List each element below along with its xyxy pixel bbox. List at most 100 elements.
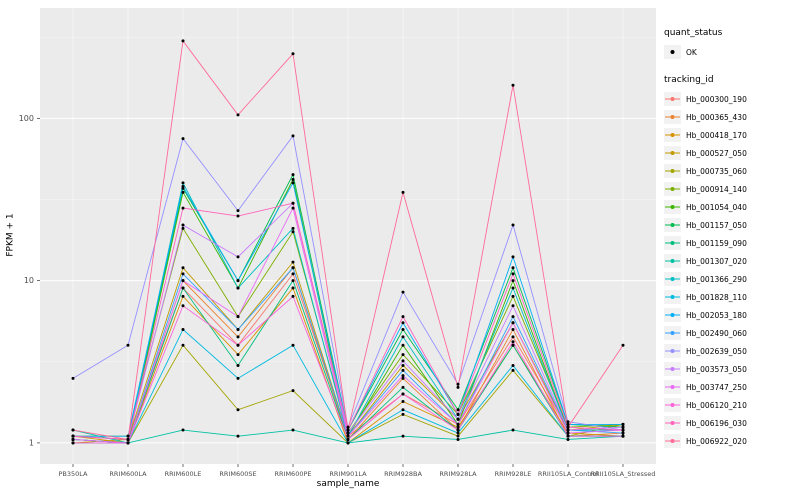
data-point (511, 223, 515, 227)
legend-item-label: Hb_000365_430 (686, 112, 747, 122)
data-point (236, 315, 240, 319)
legend-item: Hb_000300_190 (664, 90, 798, 108)
data-point (181, 181, 185, 185)
data-point (181, 327, 185, 331)
data-point (621, 422, 625, 426)
data-point (71, 376, 75, 380)
data-point (566, 425, 570, 429)
data-point (401, 321, 405, 325)
data-point (511, 368, 515, 372)
series-key-icon (664, 272, 681, 286)
series-key-icon (664, 416, 681, 430)
legend-item: Hb_003747_250 (664, 378, 798, 396)
data-point (346, 434, 350, 438)
data-point (181, 343, 185, 347)
data-point (566, 420, 570, 424)
data-point (456, 385, 460, 389)
data-point (401, 353, 405, 357)
data-point (291, 226, 295, 230)
series-key-icon (664, 92, 681, 106)
data-point (566, 431, 570, 435)
x-tick-label: RRIM928LA (439, 470, 477, 478)
data-point (511, 286, 515, 290)
data-point (346, 441, 350, 445)
legend-quant-status-title: quant_status (664, 28, 723, 38)
data-point (511, 428, 515, 432)
data-point (346, 431, 350, 435)
legend-item-label: Hb_003747_250 (686, 382, 747, 392)
data-point (236, 214, 240, 218)
data-point (181, 190, 185, 194)
data-point (511, 335, 515, 339)
data-point (511, 294, 515, 298)
legend-item: Hb_001157_050 (664, 216, 798, 234)
x-tick-label: RRIM901LA (329, 470, 367, 478)
legend-item-label: Hb_001366_290 (686, 274, 747, 284)
data-point (236, 286, 240, 290)
data-point (401, 376, 405, 380)
legend-item: Hb_001366_290 (664, 270, 798, 288)
series-key-icon (664, 362, 681, 376)
data-point (511, 343, 515, 347)
data-point (236, 376, 240, 380)
legend-item: Hb_001828_110 (664, 288, 798, 306)
x-axis-title: sample_name (316, 479, 380, 489)
data-point (401, 315, 405, 319)
data-point (401, 385, 405, 389)
legend-item: Hb_006922_020 (664, 432, 798, 450)
data-point (291, 173, 295, 177)
y-tick-label: 1 (29, 438, 34, 447)
data-point (181, 294, 185, 298)
legend-tracking-id-title: tracking_id (664, 75, 714, 85)
legend-item-ok: OK (664, 43, 798, 61)
data-point (511, 279, 515, 283)
data-point (291, 286, 295, 290)
legend-item-label: Hb_000418_170 (686, 130, 747, 140)
legend-item: Hb_002639_050 (664, 342, 798, 360)
data-point (181, 286, 185, 290)
data-point (71, 434, 75, 438)
data-point (456, 434, 460, 438)
legend-item-label: Hb_001159_090 (686, 238, 747, 248)
data-point (236, 335, 240, 339)
data-point (511, 340, 515, 344)
data-point (291, 260, 295, 264)
legend-item-label: Hb_000527_050 (686, 148, 747, 158)
x-tick-label: RRIM600LE (165, 470, 202, 478)
legend-item-label: Hb_001157_050 (686, 220, 747, 230)
legend-item: Hb_000365_430 (664, 108, 798, 126)
legend-item: Hb_000527_050 (664, 144, 798, 162)
data-point (291, 266, 295, 270)
data-point (291, 279, 295, 283)
data-point (511, 304, 515, 308)
legend-item: Hb_000418_170 (664, 126, 798, 144)
series-key-icon (664, 380, 681, 394)
x-tick-label: PB350LA (58, 470, 88, 478)
data-point (291, 177, 295, 181)
data-point (511, 266, 515, 270)
data-point (511, 315, 515, 319)
data-point (456, 422, 460, 426)
legend-item: Hb_006120_210 (664, 396, 798, 414)
x-tick-label: RRIM600LA (109, 470, 147, 478)
x-tick-label: RRII105LA_Control (538, 470, 598, 478)
data-point (401, 335, 405, 339)
data-point (181, 226, 185, 230)
legend-item: Hb_002490_060 (664, 324, 798, 342)
series-key-icon (664, 128, 681, 142)
data-point (126, 441, 130, 445)
data-point (511, 272, 515, 276)
data-point (566, 437, 570, 441)
data-point (236, 434, 240, 438)
data-point (456, 428, 460, 432)
legend-item-label: OK (686, 47, 697, 57)
series-key-icon (664, 164, 681, 178)
data-point (181, 223, 185, 227)
data-point (291, 230, 295, 234)
data-point (621, 343, 625, 347)
data-point (456, 425, 460, 429)
legend-item-label: Hb_000300_190 (686, 94, 747, 104)
data-point (236, 363, 240, 367)
legend-item: Hb_001159_090 (664, 234, 798, 252)
